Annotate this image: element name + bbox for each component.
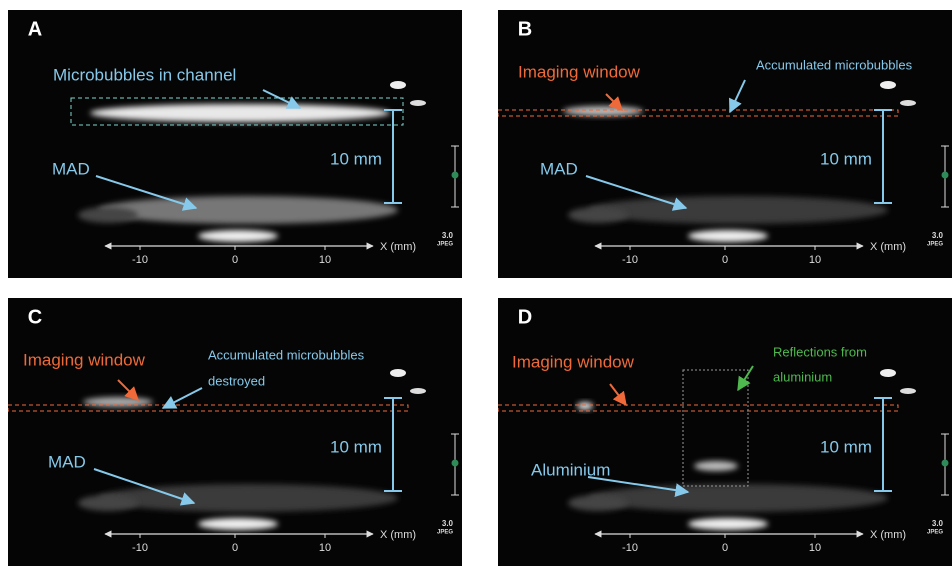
tick-label: 10 [319,254,331,266]
annotation: Accumulated microbubbles [208,347,365,362]
echo [390,81,406,89]
axis-label: X (mm) [380,529,416,541]
echo [880,81,896,89]
annotation: Imaging window [512,352,635,371]
tick-label: 10 [809,542,821,554]
speckle [694,461,738,471]
tick-label: 0 [722,254,728,266]
speckle [198,230,278,242]
tick-label: 0 [232,542,238,554]
panel: D Imaging window Reflections from aluminium… [498,298,952,566]
tick-label: 0 [722,542,728,554]
panel: B Imaging window Accumulated microbubbles M… [498,10,952,278]
speckle [198,518,278,530]
speckle [78,207,138,223]
tick-label: 10 [809,254,821,266]
speckle [98,196,398,224]
echo [390,369,406,377]
speckle [588,484,888,512]
badge-label: JPEG [437,530,453,536]
axis-label: X (mm) [380,241,416,253]
badge-value: 3.0 [932,231,944,240]
scale-label: 10 mm [330,437,382,456]
echo [900,100,916,106]
tick-label: 10 [319,542,331,554]
annotation: Imaging window [23,350,146,369]
axis-label: X (mm) [870,529,906,541]
tick-label: 0 [232,254,238,266]
tick-label: -10 [132,254,148,266]
speckle [563,106,643,116]
annotation: MAD [52,159,90,178]
badge-label: JPEG [927,242,943,248]
figure: A Microbubbles in channel MAD 10 mm -10 0 10 X … [0,0,952,567]
speckle [98,484,398,512]
axis-label: X (mm) [870,241,906,253]
annotation: Accumulated microbubbles [756,57,913,72]
panel: A Microbubbles in channel MAD 10 mm -10 0 10 X … [8,10,467,278]
tick-label: -10 [132,542,148,554]
speckle [78,495,138,511]
panel-letter: B [518,18,532,40]
speckle [568,207,628,223]
scale-label: 10 mm [820,149,872,168]
speckle [90,104,390,122]
speckle [568,495,628,511]
annotation: MAD [540,159,578,178]
annotation: Reflections from [773,344,867,359]
scale-label: 10 mm [820,437,872,456]
panel-letter: C [28,306,42,328]
speckle [588,196,888,224]
badge-value: 3.0 [442,231,454,240]
tick-label: -10 [622,542,638,554]
badge-label: JPEG [437,242,453,248]
annotation: Microbubbles in channel [53,65,236,84]
tick-label: -10 [622,254,638,266]
indicator-dot [942,172,949,179]
echo [880,369,896,377]
panel-letter: A [28,18,42,40]
echo [410,388,426,394]
badge-value: 3.0 [932,519,944,528]
speckle [577,402,593,410]
annotation: MAD [48,452,86,471]
scale-label: 10 mm [330,149,382,168]
indicator-dot [452,172,459,179]
echo [410,100,426,106]
annotation: Imaging window [518,62,641,81]
echo [900,388,916,394]
indicator-dot [942,460,949,467]
badge-value: 3.0 [442,519,454,528]
indicator-dot [452,460,459,467]
annotation: aluminium [773,369,832,384]
panel-letter: D [518,306,532,328]
panel: C Imaging window Accumulated microbubbles d… [8,298,467,566]
speckle [688,518,768,530]
annotation: Aluminium [531,460,610,479]
speckle [688,230,768,242]
badge-label: JPEG [927,530,943,536]
annotation: destroyed [208,373,265,388]
